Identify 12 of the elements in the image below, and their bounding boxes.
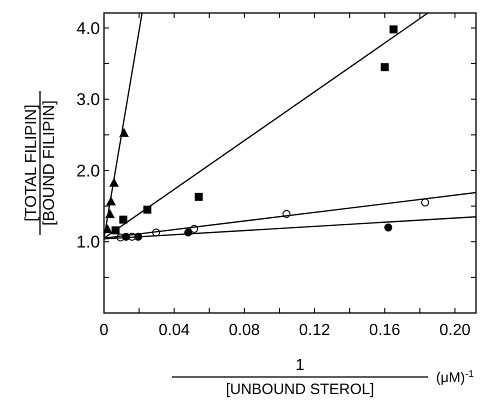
x-tick-label: 0.20 xyxy=(439,322,471,339)
y-tick-label: 1.0 xyxy=(76,232,100,252)
y-axis-title: [TOTAL FILIPIN] [BOUND FILIPIN] xyxy=(23,100,58,226)
x-tick-label: 0 xyxy=(100,322,109,339)
x-tick-label: 0.12 xyxy=(298,322,330,339)
y-tick-label: 3.0 xyxy=(76,90,100,110)
y-tick-label: 2.0 xyxy=(76,161,100,180)
text: 1 [UNBOUND STEROL] (μM)$^{-1}$ xyxy=(226,357,474,398)
x-tick-label: 0.04 xyxy=(158,322,190,339)
x-tick-label: 0.16 xyxy=(369,322,400,339)
y-tick-label: 4.0 xyxy=(76,18,100,38)
x-tick-label: 0.08 xyxy=(228,322,260,339)
